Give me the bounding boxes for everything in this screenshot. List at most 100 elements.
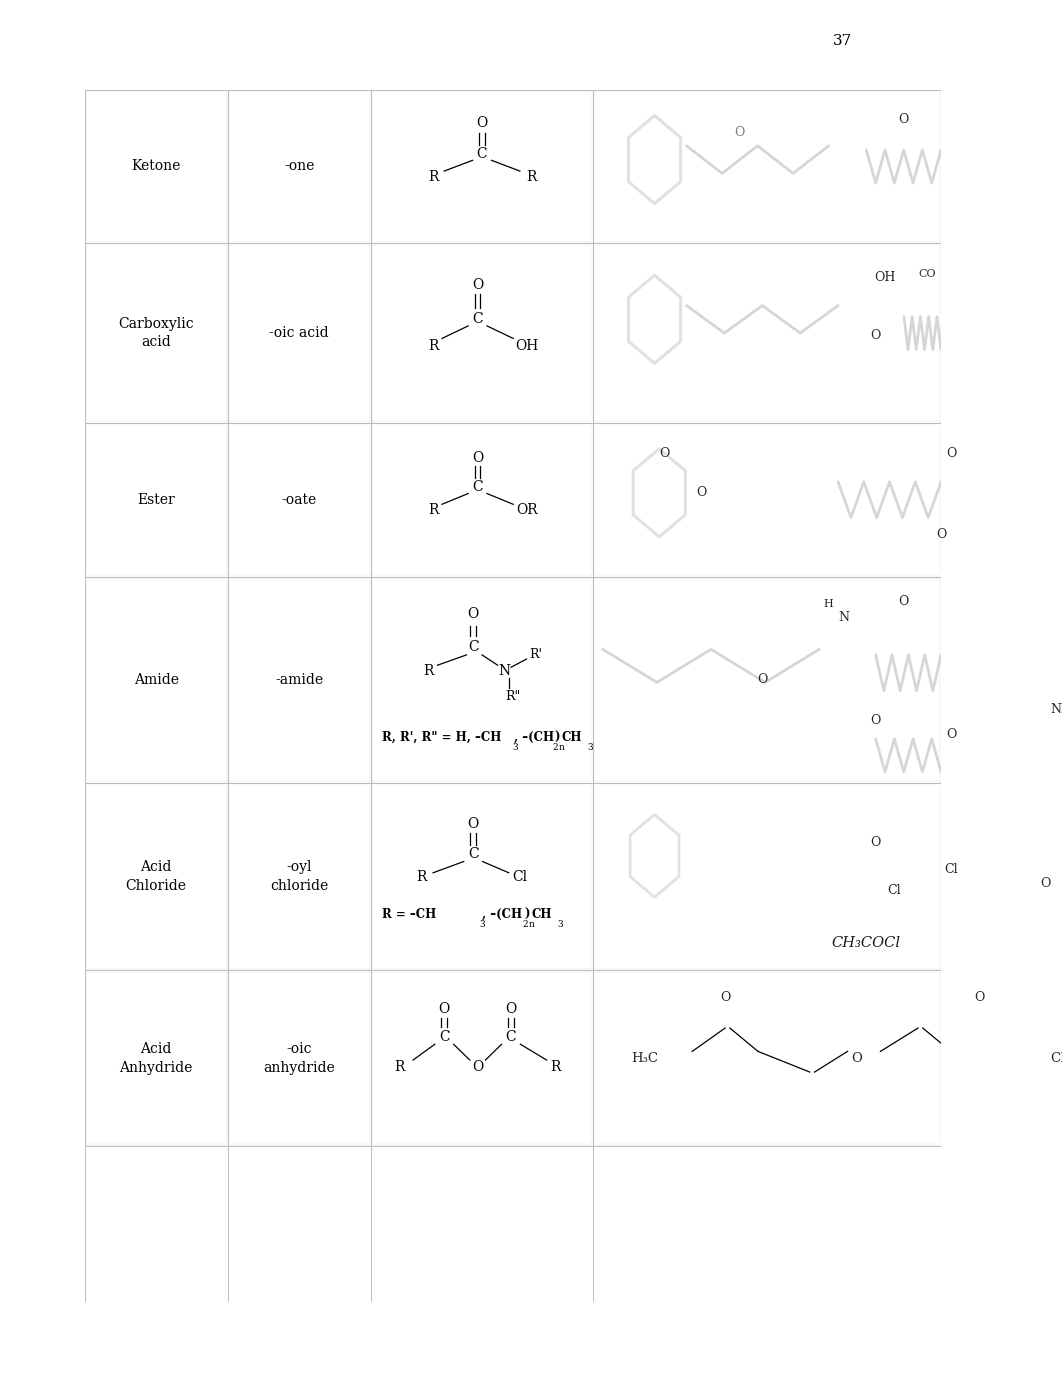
- Bar: [594, 577, 941, 782]
- Text: , –(CH: , –(CH: [482, 907, 523, 921]
- Bar: [373, 785, 592, 968]
- Text: N: N: [498, 664, 511, 679]
- Text: O: O: [472, 278, 483, 292]
- Text: Carboxylic
acid: Carboxylic acid: [118, 317, 194, 350]
- Text: R: R: [428, 339, 439, 353]
- Text: -one: -one: [284, 160, 314, 174]
- Text: CH: CH: [561, 731, 582, 744]
- Text: ): ): [525, 907, 530, 921]
- Bar: [373, 580, 592, 779]
- Text: O: O: [946, 728, 956, 741]
- Text: n: n: [529, 920, 534, 929]
- Text: 37: 37: [833, 34, 852, 48]
- Text: 2: 2: [552, 744, 558, 752]
- Bar: [227, 782, 371, 971]
- Bar: [596, 246, 939, 420]
- Text: O: O: [697, 486, 707, 500]
- Bar: [227, 971, 371, 1146]
- Text: H: H: [824, 599, 834, 609]
- Text: O: O: [974, 991, 984, 1004]
- Bar: [371, 244, 594, 423]
- Bar: [594, 90, 941, 244]
- Bar: [85, 423, 227, 577]
- Bar: [87, 246, 226, 420]
- Text: O: O: [898, 113, 909, 127]
- Text: C: C: [468, 847, 479, 861]
- Text: OR: OR: [516, 504, 537, 518]
- Text: O: O: [871, 715, 880, 727]
- Bar: [596, 92, 939, 241]
- Text: NH₂: NH₂: [1050, 704, 1062, 716]
- Text: Acid
Chloride: Acid Chloride: [125, 861, 187, 892]
- Text: OH: OH: [515, 339, 538, 353]
- Text: C: C: [473, 481, 483, 494]
- Text: R: R: [428, 504, 439, 518]
- Text: R': R': [529, 649, 542, 661]
- Text: 3: 3: [480, 920, 485, 929]
- Bar: [371, 971, 594, 1146]
- Text: Acid
Anhydride: Acid Anhydride: [120, 1042, 193, 1074]
- Bar: [227, 423, 371, 577]
- Text: -oic acid: -oic acid: [270, 326, 329, 340]
- Text: OH: OH: [874, 271, 895, 285]
- Bar: [596, 580, 939, 779]
- Bar: [227, 244, 371, 423]
- Text: R, R', R" = H, –CH: R, R', R" = H, –CH: [382, 731, 501, 744]
- Bar: [229, 580, 369, 779]
- Text: n: n: [559, 744, 565, 752]
- Bar: [371, 90, 594, 244]
- Text: O: O: [467, 607, 479, 621]
- Text: O: O: [757, 673, 768, 686]
- Text: R: R: [550, 1060, 561, 1074]
- Bar: [227, 90, 371, 244]
- Text: Ester: Ester: [137, 493, 175, 507]
- Text: -amide: -amide: [275, 672, 323, 687]
- Text: O: O: [477, 117, 487, 131]
- Text: 3: 3: [558, 920, 563, 929]
- Bar: [373, 92, 592, 241]
- Text: O: O: [946, 446, 956, 460]
- Text: CH: CH: [531, 907, 551, 921]
- Bar: [85, 90, 227, 244]
- Text: C: C: [477, 147, 487, 161]
- Text: O: O: [472, 452, 483, 465]
- Bar: [594, 971, 941, 1146]
- Text: C: C: [439, 1030, 449, 1044]
- Bar: [594, 423, 941, 577]
- Text: O: O: [472, 1060, 483, 1074]
- Text: Cl: Cl: [512, 869, 528, 884]
- Bar: [371, 577, 594, 782]
- Bar: [596, 785, 939, 968]
- Bar: [87, 974, 226, 1143]
- Bar: [371, 782, 594, 971]
- Text: O: O: [871, 836, 880, 848]
- Text: O: O: [439, 1002, 450, 1016]
- Text: -oate: -oate: [281, 493, 316, 507]
- Text: O: O: [937, 527, 946, 541]
- Bar: [229, 785, 369, 968]
- Bar: [373, 246, 592, 420]
- Text: O: O: [734, 125, 744, 139]
- Text: O: O: [871, 329, 880, 343]
- Text: H₃C: H₃C: [632, 1052, 658, 1064]
- Text: O: O: [467, 817, 479, 830]
- Text: R: R: [428, 171, 439, 185]
- Text: ): ): [554, 731, 560, 744]
- Bar: [87, 580, 226, 779]
- Text: R: R: [424, 664, 433, 679]
- Text: R: R: [416, 869, 427, 884]
- Bar: [85, 577, 227, 782]
- Bar: [596, 974, 939, 1143]
- Text: O: O: [658, 446, 669, 460]
- Bar: [85, 971, 227, 1146]
- Text: R": R": [506, 690, 520, 702]
- Bar: [85, 244, 227, 423]
- Bar: [371, 423, 594, 577]
- Text: R = –CH: R = –CH: [382, 907, 436, 921]
- Text: O: O: [1040, 877, 1050, 890]
- Text: N: N: [838, 611, 849, 624]
- Text: C: C: [468, 640, 479, 654]
- Text: , –(CH: , –(CH: [514, 731, 554, 744]
- Text: C: C: [506, 1030, 516, 1044]
- Bar: [373, 425, 592, 574]
